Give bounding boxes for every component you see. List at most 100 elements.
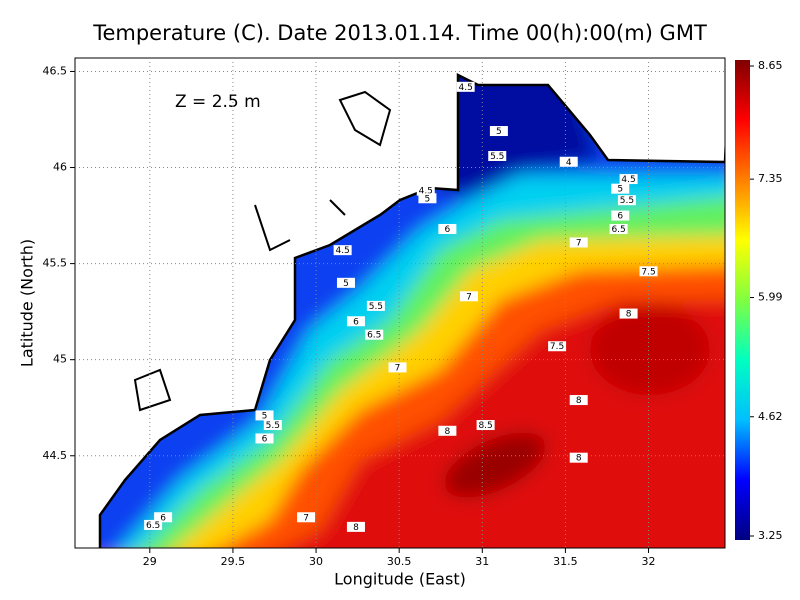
contour-label: 6.5 [365, 329, 384, 341]
contour-label-box [489, 126, 508, 137]
contour-label: 5 [336, 277, 355, 289]
contour-label: 5 [418, 193, 437, 204]
contour-label: 4 [559, 156, 578, 168]
contour-label-text: 6.5 [611, 225, 625, 235]
contour-label-text: 5 [425, 194, 431, 204]
contour-label: 4.5 [619, 174, 638, 185]
contour-label-box [336, 277, 355, 288]
y-tick-label: 46.5 [43, 64, 68, 77]
contour-label: 4.5 [333, 245, 352, 256]
contour-label: 6.5 [609, 224, 628, 235]
contour-label-box [263, 420, 282, 431]
contour-label-text: 7 [576, 238, 582, 248]
contour-label-box [476, 420, 495, 431]
contour-label: 7.5 [639, 266, 658, 277]
contour-label: 8 [569, 395, 588, 406]
contour-label-text: 6.5 [367, 331, 381, 341]
y-tick-label: 44.5 [43, 449, 68, 462]
plot-frame [74, 57, 726, 549]
contour-label-text: 4.5 [335, 246, 349, 256]
contour-label: 5.5 [263, 420, 282, 431]
x-axis-label: Longitude (East) [334, 570, 466, 589]
contour-label: 6.5 [144, 519, 163, 531]
contour-label-box [333, 245, 352, 256]
contour-label-box [488, 151, 507, 161]
contour-label-text: 4 [566, 158, 572, 168]
contour-label-text: 5 [343, 279, 349, 289]
contour-label-text: 6 [445, 225, 451, 235]
contour-label: 5.5 [366, 300, 385, 312]
field [75, 58, 725, 548]
colorbar [735, 60, 750, 540]
contour-label-text: 5.5 [620, 196, 634, 206]
contour-label-box [609, 224, 628, 235]
x-tick-label: 32 [642, 555, 656, 568]
contour-label-box [569, 395, 588, 406]
contour-label-text: 8 [445, 427, 451, 437]
contour-label: 8 [438, 425, 457, 437]
contour-label: 5 [611, 183, 630, 195]
contour-label: 6 [438, 224, 457, 235]
contour-label-text: 8 [626, 310, 632, 320]
contour-label-box [416, 185, 435, 196]
contour-label: 8.5 [476, 420, 495, 431]
contour-label: 8 [569, 452, 588, 464]
contour-label: 7 [459, 291, 478, 302]
x-tick-label: 29 [143, 555, 157, 568]
contour-label-box [459, 291, 478, 302]
contour-label-text: 4.5 [459, 83, 473, 93]
contour-label-box [418, 193, 437, 204]
contour-label: 8 [346, 521, 365, 533]
contour-label-box [569, 237, 588, 248]
contour-label-box [154, 512, 173, 523]
depth-annotation: Z = 2.5 m [175, 92, 261, 112]
x-tick-label: 30.5 [387, 555, 412, 568]
contour-label-text: 7.5 [641, 267, 655, 277]
contour-label-text: 8.5 [478, 421, 492, 431]
contour-label-box [438, 425, 457, 436]
contour-label: 5.5 [488, 151, 507, 162]
contour-label-text: 6 [262, 434, 268, 444]
contour-label-text: 7.5 [550, 342, 564, 352]
colorbar-tick-label: 4.62 [758, 410, 783, 423]
contour-label-box [617, 195, 636, 206]
contour-label: 4.5 [456, 81, 475, 93]
contour-label-box [388, 362, 407, 373]
contour-label: 6 [611, 210, 630, 222]
contour-label-text: 4.5 [621, 175, 635, 185]
colorbar-tick-label: 5.99 [758, 291, 783, 304]
y-axis-label: Latitude (North) [18, 239, 37, 367]
x-tick-label: 31 [475, 555, 489, 568]
contour-label-box [144, 519, 163, 530]
contour-label-text: 5 [262, 411, 268, 421]
contour-label-text: 8 [353, 523, 359, 533]
contour-label-text: 4.5 [419, 187, 433, 197]
colorbar-tick-label: 3.25 [758, 529, 783, 542]
contour-label-box [639, 266, 658, 277]
contour-label-box [619, 308, 638, 319]
contour-label-text: 8 [576, 454, 582, 464]
contour-label: 7.5 [548, 341, 567, 352]
contour-label-text: 5.5 [369, 302, 383, 312]
x-tick-label: 31.5 [553, 555, 578, 568]
contour-label-box [619, 174, 638, 185]
contour-label-text: 6.5 [146, 521, 160, 531]
contour-label: 6 [255, 433, 274, 444]
contour-label-text: 7 [303, 513, 309, 523]
y-tick-label: 45 [53, 353, 67, 366]
contour-label-box [346, 521, 365, 532]
x-tick-label: 29.5 [221, 555, 246, 568]
contour-label-text: 6 [617, 212, 623, 222]
contour-label-text: 6 [353, 317, 359, 327]
contour-label-text: 6 [160, 513, 166, 523]
contour-label: 5 [255, 410, 274, 421]
contour-label-text: 7 [466, 292, 472, 302]
contour-label-box [611, 210, 630, 221]
contour-label-box [297, 512, 316, 523]
contour-label: 6 [346, 316, 365, 327]
y-tick-label: 45.5 [43, 257, 68, 270]
contour-label-text: 5.5 [266, 421, 280, 431]
contour-label: 7 [388, 362, 407, 373]
contour-label-text: 8 [576, 396, 582, 406]
